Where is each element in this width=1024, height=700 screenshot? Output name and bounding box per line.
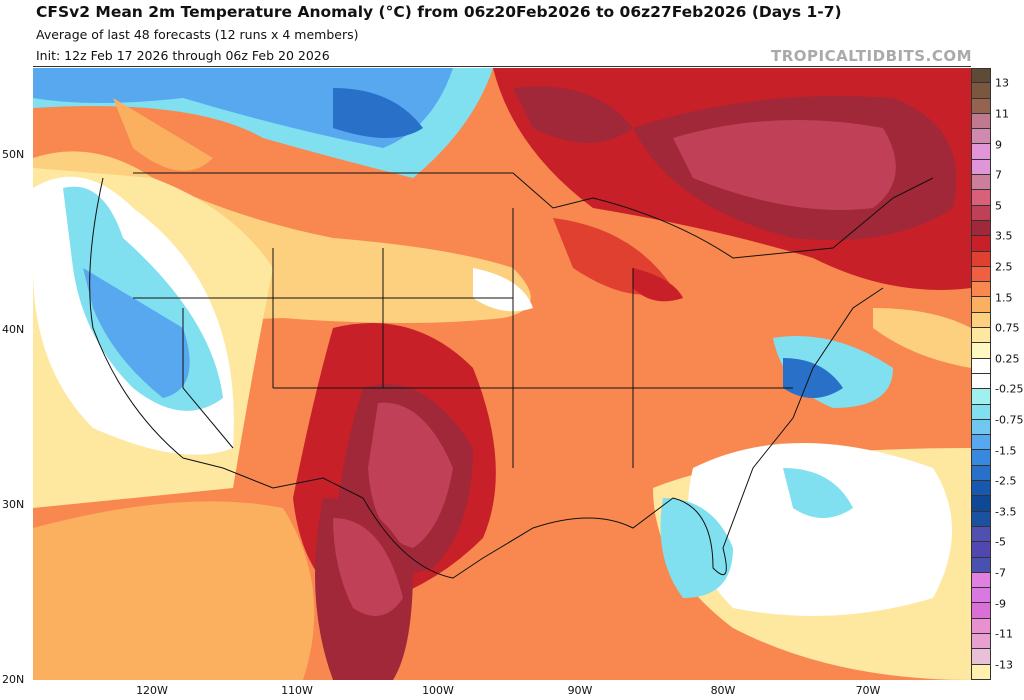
init-time: Init: 12z Feb 17 2026 through 06z Feb 20… bbox=[36, 48, 330, 63]
colorbar-swatch bbox=[971, 266, 991, 283]
colorbar-label: -13 bbox=[995, 658, 1013, 672]
colorbar-label: 2.5 bbox=[995, 260, 1013, 274]
colorbar-label: 0.75 bbox=[995, 321, 1020, 335]
colorbar-label: -1.5 bbox=[995, 444, 1017, 457]
colorbar-swatch bbox=[971, 496, 991, 512]
colorbar-swatch bbox=[971, 343, 991, 359]
colorbar-swatch bbox=[971, 481, 991, 497]
political-boundaries bbox=[89, 172, 934, 579]
colorbar-label: -2.5 bbox=[995, 474, 1017, 488]
colorbar-swatch bbox=[971, 373, 991, 390]
colorbar-swatch bbox=[971, 297, 991, 313]
colorbar-label: -5 bbox=[995, 535, 1006, 549]
lat-label-50n: 50N bbox=[2, 148, 25, 161]
colorbar-swatch bbox=[971, 526, 991, 543]
colorbar-swatch bbox=[971, 542, 991, 558]
lon-label-110w: 110W bbox=[281, 684, 313, 697]
colorbar-label: -3.5 bbox=[995, 505, 1017, 519]
lon-label-80w: 80W bbox=[710, 684, 736, 697]
colorbar-swatch bbox=[971, 618, 991, 634]
colorbar-swatch bbox=[971, 465, 991, 482]
colorbar-swatch bbox=[971, 664, 991, 680]
colorbar-swatch bbox=[971, 588, 991, 604]
colorbar-swatch bbox=[971, 389, 991, 405]
colorbar-swatch bbox=[971, 205, 991, 221]
lon-label-90w: 90W bbox=[567, 684, 593, 697]
colorbar-label: 3.5 bbox=[995, 229, 1013, 243]
colorbar-swatch bbox=[971, 129, 991, 145]
colorbar-swatch bbox=[971, 358, 991, 374]
colorbar-label: 13 bbox=[995, 76, 1009, 90]
colorbar-swatch bbox=[971, 220, 991, 237]
anomaly-map[interactable] bbox=[33, 68, 971, 680]
colorbar-swatch bbox=[971, 572, 991, 589]
map-title: CFSv2 Mean 2m Temperature Anomaly (°C) f… bbox=[36, 3, 842, 21]
colorbar-swatch bbox=[971, 557, 991, 573]
colorbar-swatch bbox=[971, 312, 991, 329]
colorbar-swatch bbox=[971, 175, 991, 191]
colorbar-label: 5 bbox=[995, 199, 1002, 213]
lat-label-40n: 40N bbox=[2, 323, 25, 336]
colorbar-swatch bbox=[971, 83, 991, 99]
colorbar-swatch bbox=[971, 236, 991, 252]
colorbar-label: -0.75 bbox=[995, 413, 1024, 427]
map-subtitle: Average of last 48 forecasts (12 runs x … bbox=[36, 27, 359, 42]
colorbar-label: 9 bbox=[995, 138, 1002, 151]
colorbar-swatch bbox=[971, 144, 991, 160]
colorbar-swatch bbox=[971, 113, 991, 130]
brand-watermark: TROPICALTIDBITS.COM bbox=[771, 47, 972, 65]
lon-label-120w: 120W bbox=[136, 684, 168, 697]
colorbar-swatch bbox=[971, 190, 991, 206]
colorbar-swatch bbox=[971, 98, 991, 114]
colorbar-swatch bbox=[971, 404, 991, 420]
colorbar-label: -11 bbox=[995, 627, 1013, 641]
colorbar-swatch bbox=[971, 603, 991, 619]
colorbar-swatch bbox=[971, 159, 991, 176]
colorbar bbox=[971, 68, 991, 680]
colorbar-swatch bbox=[971, 435, 991, 451]
anomaly-fields bbox=[33, 68, 971, 680]
colorbar-swatch bbox=[971, 511, 991, 527]
colorbar-label: -0.25 bbox=[995, 382, 1024, 396]
colorbar-swatch bbox=[971, 450, 991, 466]
colorbar-label: 11 bbox=[995, 107, 1009, 121]
header-divider bbox=[33, 66, 971, 67]
colorbar-swatch bbox=[971, 68, 991, 84]
colorbar-swatch bbox=[971, 282, 991, 298]
colorbar-label: 0.25 bbox=[995, 352, 1020, 366]
colorbar-swatch bbox=[971, 328, 991, 344]
colorbar-swatch bbox=[971, 633, 991, 650]
colorbar-swatch bbox=[971, 251, 991, 267]
colorbar-label: 7 bbox=[995, 168, 1002, 182]
colorbar-swatch bbox=[971, 649, 991, 665]
lat-label-20n: 20N bbox=[2, 673, 25, 686]
colorbar-label: 1.5 bbox=[995, 291, 1013, 304]
lon-label-100w: 100W bbox=[422, 684, 454, 697]
colorbar-swatch bbox=[971, 419, 991, 436]
colorbar-label: -9 bbox=[995, 597, 1006, 610]
lat-label-30n: 30N bbox=[2, 498, 25, 511]
colorbar-label: -7 bbox=[995, 566, 1006, 580]
lon-label-70w: 70W bbox=[855, 684, 881, 697]
